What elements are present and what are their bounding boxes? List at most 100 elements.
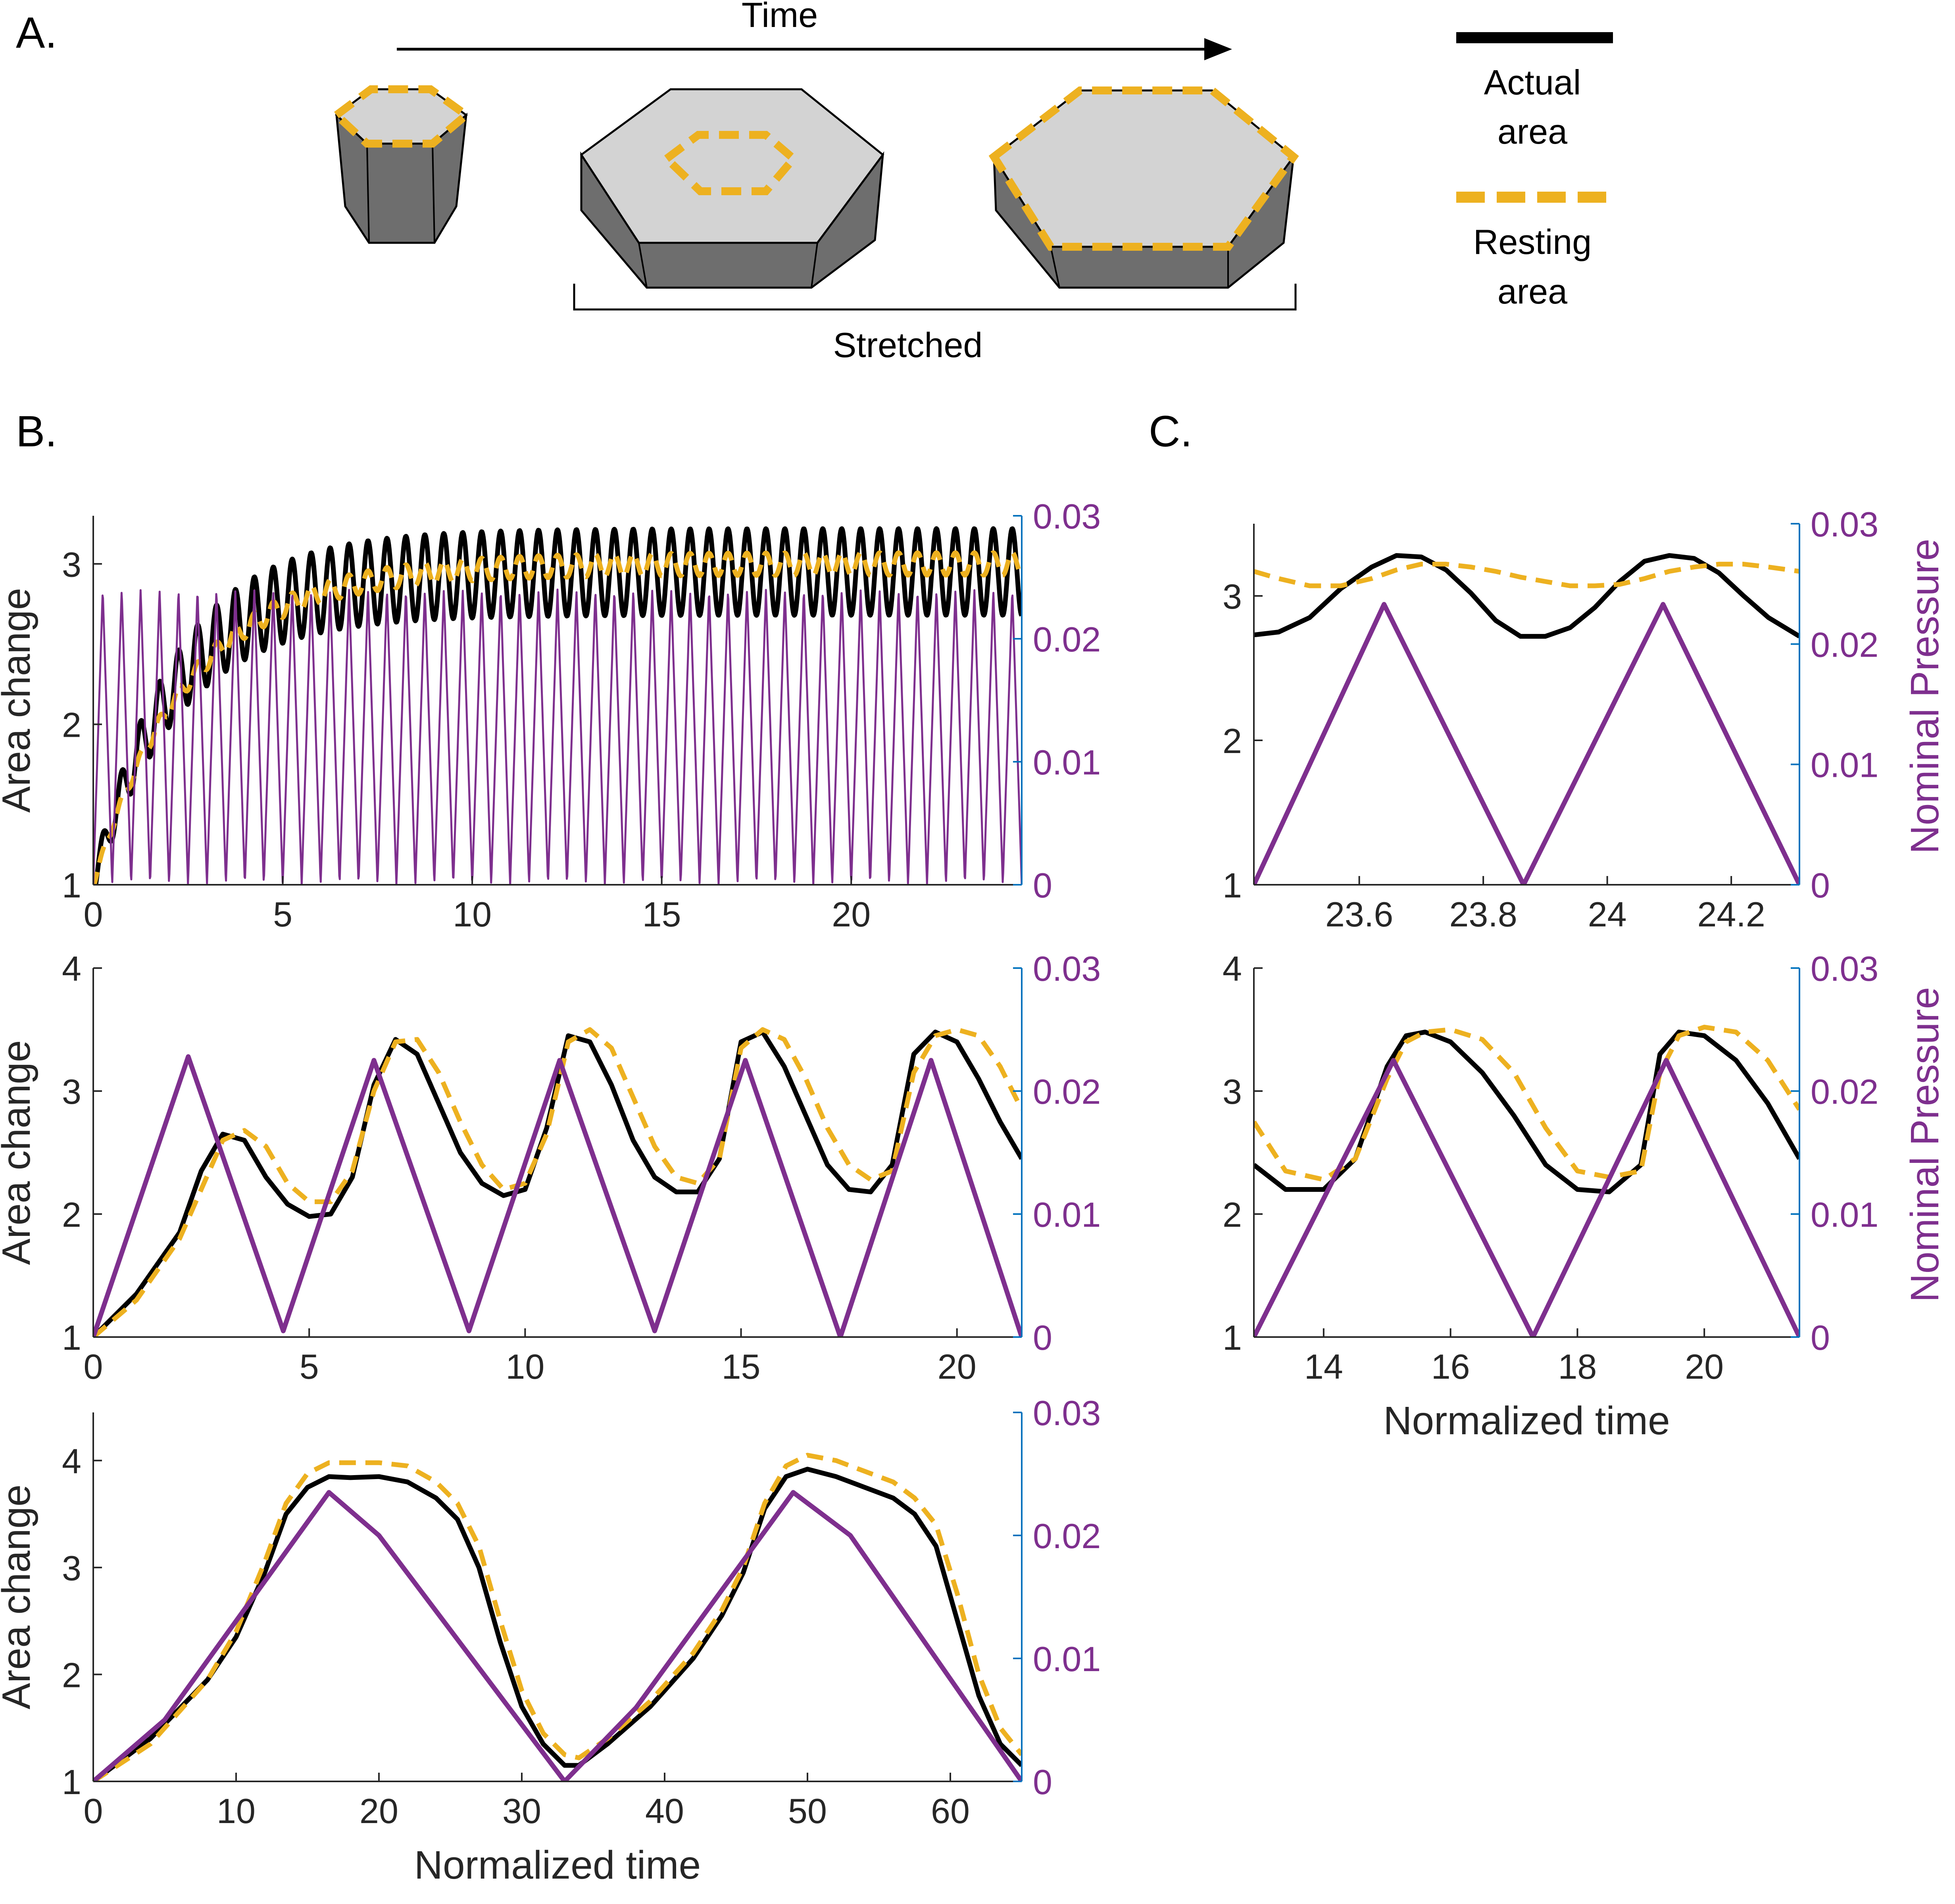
time-arrow-head	[1204, 38, 1232, 60]
b1-series-resting	[93, 550, 1022, 885]
cell-stretched-1	[580, 88, 884, 289]
c2-y2tick-label: 0.03	[1811, 949, 1878, 988]
time-label: Time	[742, 0, 818, 35]
b1-series-actual	[93, 526, 1022, 885]
legend-resting-line1: Resting	[1473, 222, 1592, 261]
b3-ylabel: Area change	[0, 1484, 38, 1709]
legend-actual-line1: Actual	[1484, 63, 1581, 102]
b1-xtick-label: 10	[453, 895, 492, 934]
b3-ytick-label: 1	[62, 1762, 81, 1802]
b2-y2tick-label: 0.03	[1033, 949, 1101, 988]
c2-y2tick-label: 0.02	[1811, 1072, 1878, 1111]
b1-ytick-label: 3	[62, 545, 81, 584]
c2-y2tick-label: 0.01	[1811, 1195, 1878, 1234]
schematic: Time Stretched	[330, 0, 1613, 365]
c2-ytick-label: 2	[1223, 1195, 1242, 1234]
b1-series-pressure	[93, 588, 1022, 885]
b3-ytick-label: 3	[62, 1549, 81, 1588]
c1-series-resting	[1254, 561, 1799, 588]
b3-xtick-label: 10	[217, 1791, 256, 1831]
c2-y2label: Nominal Pressure	[1903, 987, 1947, 1303]
c1-y2tick-label: 0.03	[1811, 505, 1878, 544]
legend-actual-line2: area	[1497, 112, 1567, 151]
c1-y2tick-label: 0.02	[1811, 625, 1878, 664]
c2-xtick-label: 16	[1431, 1347, 1470, 1386]
b2-y2tick-label: 0	[1033, 1318, 1052, 1357]
b2-xtick-label: 20	[938, 1347, 977, 1386]
b2-xtick-label: 15	[722, 1347, 761, 1386]
b1-y2tick-label: 0	[1033, 866, 1052, 905]
b2-y2tick-label: 0.01	[1033, 1195, 1101, 1234]
chart-c2: 14 16 18 20 1 2 3 4 0 0.01 0.02 0.03 Normalized time…	[1223, 949, 1947, 1443]
b3-xtick-label: 40	[645, 1791, 684, 1831]
c2-series-pressure	[1254, 1058, 1799, 1337]
c1-y2tick-label: 0.01	[1811, 745, 1878, 785]
panel-label-c: C.	[1149, 407, 1192, 456]
c1-ytick-label: 3	[1223, 577, 1242, 616]
b2-xtick-label: 0	[84, 1347, 103, 1386]
b1-y2tick-label: 0.02	[1033, 620, 1101, 659]
c1-series-actual	[1254, 553, 1799, 639]
c2-ytick-label: 3	[1223, 1072, 1242, 1111]
cell-stretched-2-resting-outline	[988, 86, 1299, 251]
c1-ytick-label: 1	[1223, 866, 1242, 905]
legend: Actual area Resting area	[1456, 32, 1613, 311]
b1-xtick-label: 15	[642, 895, 681, 934]
b3-xtick-label: 20	[359, 1791, 398, 1831]
b3-y2tick-label: 0.01	[1033, 1639, 1101, 1679]
b1-xtick-label: 20	[832, 895, 871, 934]
legend-resting-line2: area	[1497, 272, 1567, 311]
b3-xtick-label: 60	[931, 1791, 970, 1831]
b1-ytick-label: 1	[62, 866, 81, 905]
b2-ytick-label: 1	[62, 1318, 81, 1357]
b3-ytick-label: 4	[62, 1441, 81, 1481]
b3-y2tick-label: 0.03	[1033, 1393, 1101, 1433]
c2-series-actual	[1254, 1030, 1799, 1195]
b2-ylabel: Area change	[0, 1040, 38, 1265]
b3-y2tick-label: 0	[1033, 1762, 1052, 1802]
chart-b1: 0 5 10 15 20 1 2 3 0 0.01 0.02 0.03 Area change	[0, 497, 1101, 934]
b3-y2tick-label: 0.02	[1033, 1516, 1101, 1556]
c1-series-pressure	[1254, 602, 1799, 885]
b3-series-resting	[93, 1452, 1022, 1781]
b3-xlabel: Normalized time	[414, 1843, 701, 1887]
b1-xtick-label: 5	[273, 895, 292, 934]
c1-xtick-label: 23.6	[1325, 895, 1393, 934]
panel-label-b: B.	[16, 407, 57, 456]
c1-ytick-label: 2	[1223, 721, 1242, 761]
b2-xtick-label: 10	[506, 1347, 544, 1386]
c1-xtick-label: 23.8	[1449, 895, 1517, 934]
chart-b2: 0 5 10 15 20 1 2 3 4 0 0.01 0.02 0.03 Area change	[0, 949, 1101, 1386]
b2-ytick-label: 2	[62, 1195, 81, 1234]
b2-xtick-label: 5	[300, 1347, 319, 1386]
b1-y2tick-label: 0.03	[1033, 497, 1101, 536]
b1-ylabel: Area change	[0, 588, 38, 813]
chart-c1: 23.6 23.8 24 24.2 1 2 3 0 0.01 0.02 0.03 Nominal Pr…	[1223, 505, 1947, 934]
b3-xtick-label: 30	[502, 1791, 541, 1831]
c1-y2label: Nominal Pressure	[1903, 539, 1947, 854]
c2-ytick-label: 1	[1223, 1318, 1242, 1357]
b2-y2tick-label: 0.02	[1033, 1072, 1101, 1111]
c1-xtick-label: 24	[1588, 895, 1627, 934]
c1-y2tick-label: 0	[1811, 866, 1830, 905]
cell-stretched-2	[988, 86, 1299, 289]
c2-xtick-label: 18	[1558, 1347, 1597, 1386]
b3-xtick-label: 50	[788, 1791, 827, 1831]
c1-xtick-label: 24.2	[1697, 895, 1765, 934]
stretched-bracket	[573, 284, 1297, 311]
cell-columnar-resting-outline	[330, 85, 473, 148]
b3-series-pressure	[93, 1490, 1022, 1781]
stretched-label: Stretched	[833, 325, 983, 365]
b3-ytick-label: 2	[62, 1655, 81, 1695]
b1-y2tick-label: 0.01	[1033, 743, 1101, 782]
c2-y2tick-label: 0	[1811, 1318, 1830, 1357]
cell-columnar	[330, 85, 473, 244]
c2-xtick-label: 20	[1685, 1347, 1724, 1386]
b2-series-actual	[93, 1030, 1022, 1337]
c2-xtick-label: 14	[1304, 1347, 1343, 1386]
b2-ytick-label: 4	[62, 949, 81, 988]
c2-xlabel: Normalized time	[1383, 1399, 1670, 1443]
